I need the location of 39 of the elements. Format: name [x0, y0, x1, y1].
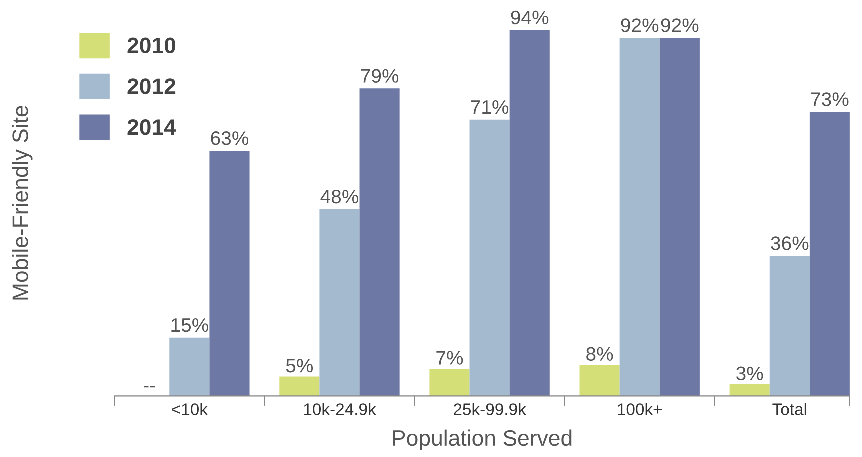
text: --: [144, 386, 156, 388]
data-label: 36%: [771, 236, 809, 250]
data-label: 48%: [320, 190, 358, 204]
data-label: 3%: [736, 366, 764, 381]
bar: [620, 38, 660, 396]
data-label: 92%: [661, 18, 699, 32]
bar: [510, 30, 550, 396]
x-tick-label: <10k: [172, 403, 208, 416]
bar: [470, 120, 510, 396]
x-axis-title: Population Served: [393, 430, 572, 451]
x-tick-label: 25k-99.9k: [454, 403, 526, 416]
bar: [210, 150, 250, 396]
data-label: 7%: [436, 351, 464, 365]
bar: [730, 384, 770, 396]
bar: [280, 376, 320, 396]
x-tick-label: Total: [772, 403, 806, 416]
x-tick-label: 100k+: [618, 403, 662, 416]
bar: [660, 38, 700, 396]
legend-label: 2010: [128, 38, 176, 54]
bar: [170, 338, 210, 396]
bar: [580, 365, 620, 396]
data-label: 8%: [586, 347, 614, 362]
legend-label: 2014: [128, 120, 176, 136]
data-label: 63%: [211, 132, 249, 146]
bar: [810, 112, 850, 396]
data-label: 5%: [286, 359, 314, 373]
bar: [770, 256, 810, 396]
x-tick-label: 10k-24.9k: [304, 403, 376, 416]
bar: [320, 209, 360, 396]
bar: [430, 368, 470, 396]
data-label: 79%: [361, 69, 399, 83]
data-label: 73%: [812, 92, 849, 106]
legend-label: 2012: [128, 78, 176, 94]
bar: [360, 88, 400, 396]
data-label: 92%: [621, 18, 659, 32]
y-axis-title: Mobile-Friendly Site: [12, 106, 33, 300]
data-label: 15%: [172, 318, 208, 332]
data-label: 71%: [471, 100, 509, 114]
data-label: 94%: [511, 10, 549, 25]
